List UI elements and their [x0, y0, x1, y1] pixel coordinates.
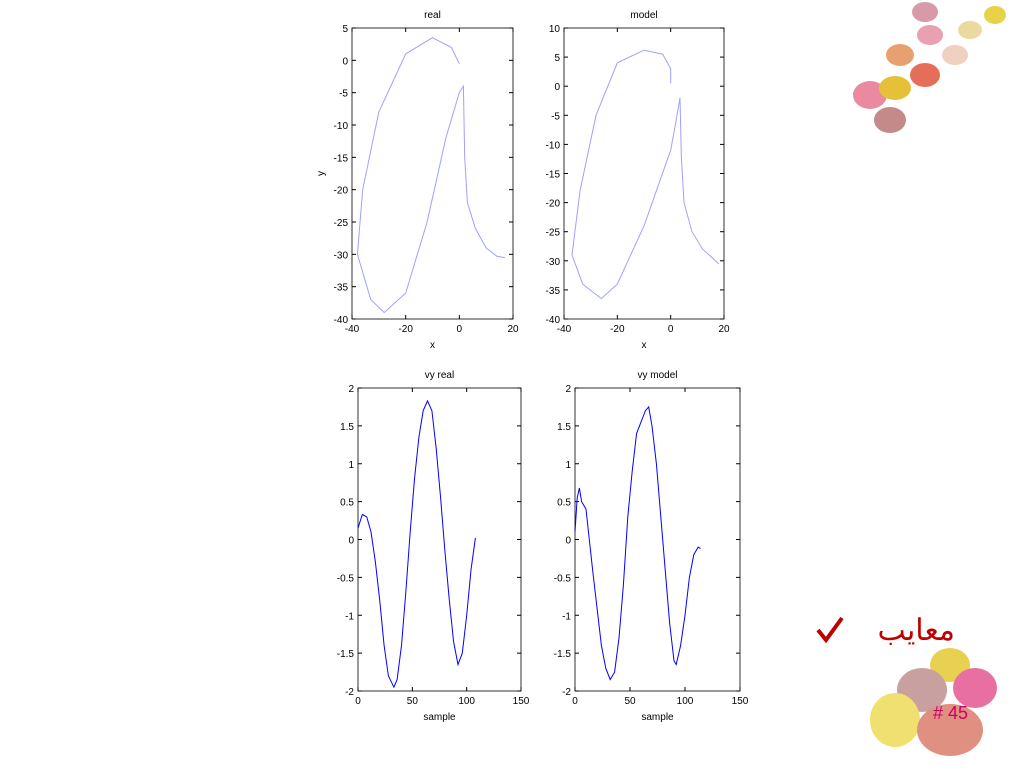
y-tick-label: 1.5 — [340, 422, 354, 433]
y-tick-label: 10 — [549, 24, 561, 35]
chart-title: real — [424, 10, 441, 21]
y-tick-label: -1 — [345, 611, 354, 622]
y-tick-label: 0 — [554, 82, 560, 93]
y-tick-label: 1 — [565, 460, 571, 471]
y-tick-label: -5 — [551, 111, 560, 122]
y-tick-label: 0 — [565, 536, 571, 547]
y-tick-label: 0.5 — [557, 498, 571, 509]
decoration — [816, 2, 1006, 756]
y-tick-label: 1.5 — [557, 422, 571, 433]
y-tick-label: -35 — [546, 286, 561, 297]
y-tick-label: -40 — [546, 315, 561, 326]
chart-title: vy model — [637, 370, 677, 381]
x-tick-label: -40 — [557, 324, 572, 335]
x-tick-label: 20 — [718, 324, 730, 335]
y-tick-label: -1.5 — [337, 649, 355, 660]
x-tick-label: 0 — [355, 696, 361, 707]
x-tick-label: 150 — [513, 696, 530, 707]
y-tick-label: -0.5 — [337, 573, 355, 584]
y-tick-label: -1 — [562, 611, 571, 622]
x-tick-label: 150 — [732, 696, 749, 707]
y-tick-label: -30 — [546, 257, 561, 268]
y-tick-label: 5 — [342, 24, 348, 35]
y-tick-label: -25 — [546, 228, 561, 239]
x-axis-label: sample — [641, 712, 674, 723]
page-number: # 45 — [933, 703, 968, 723]
plot-box — [357, 387, 522, 692]
plot-box — [574, 387, 741, 692]
y-tick-label: -10 — [546, 140, 561, 151]
chart-title: model — [630, 10, 657, 21]
plot-box — [563, 27, 725, 320]
x-axis-label: x — [430, 340, 435, 351]
data-line — [357, 399, 476, 689]
y-tick-label: 0.5 — [340, 498, 354, 509]
data-line — [571, 49, 720, 300]
x-axis-label: x — [642, 340, 647, 351]
y-tick-label: 5 — [554, 53, 560, 64]
y-tick-label: -35 — [334, 283, 349, 294]
x-tick-label: 20 — [507, 324, 519, 335]
y-tick-label: -15 — [334, 153, 349, 164]
y-tick-label: -15 — [546, 170, 561, 181]
y-tick-label: -40 — [334, 315, 349, 326]
x-tick-label: 50 — [624, 696, 636, 707]
y-tick-label: -2 — [345, 687, 354, 698]
y-tick-label: 2 — [565, 384, 571, 395]
y-tick-label: 1 — [348, 460, 354, 471]
x-tick-label: 0 — [668, 324, 674, 335]
x-tick-label: 100 — [458, 696, 475, 707]
data-line — [574, 405, 701, 681]
y-tick-label: -5 — [339, 89, 348, 100]
x-tick-label: -20 — [610, 324, 625, 335]
y-tick-label: -30 — [334, 250, 349, 261]
x-tick-label: -40 — [345, 324, 360, 335]
y-tick-label: -1.5 — [554, 649, 572, 660]
plot-box — [351, 27, 514, 320]
x-tick-label: 100 — [677, 696, 694, 707]
x-tick-label: 50 — [407, 696, 419, 707]
data-line — [356, 37, 505, 314]
y-tick-label: -25 — [334, 218, 349, 229]
y-axis-label: y — [316, 171, 327, 176]
y-tick-label: -10 — [334, 121, 349, 132]
x-axis-label: sample — [423, 712, 456, 723]
y-tick-label: -0.5 — [554, 573, 572, 584]
y-tick-label: 0 — [348, 536, 354, 547]
y-tick-label: -20 — [334, 186, 349, 197]
y-tick-label: 0 — [342, 56, 348, 67]
chart-title: vy real — [425, 370, 454, 381]
x-tick-label: 0 — [572, 696, 578, 707]
y-tick-label: -2 — [562, 687, 571, 698]
y-tick-label: -20 — [546, 199, 561, 210]
x-tick-label: 0 — [457, 324, 463, 335]
x-tick-label: -20 — [398, 324, 413, 335]
slide-heading: معایب — [878, 614, 956, 647]
y-tick-label: 2 — [348, 384, 354, 395]
